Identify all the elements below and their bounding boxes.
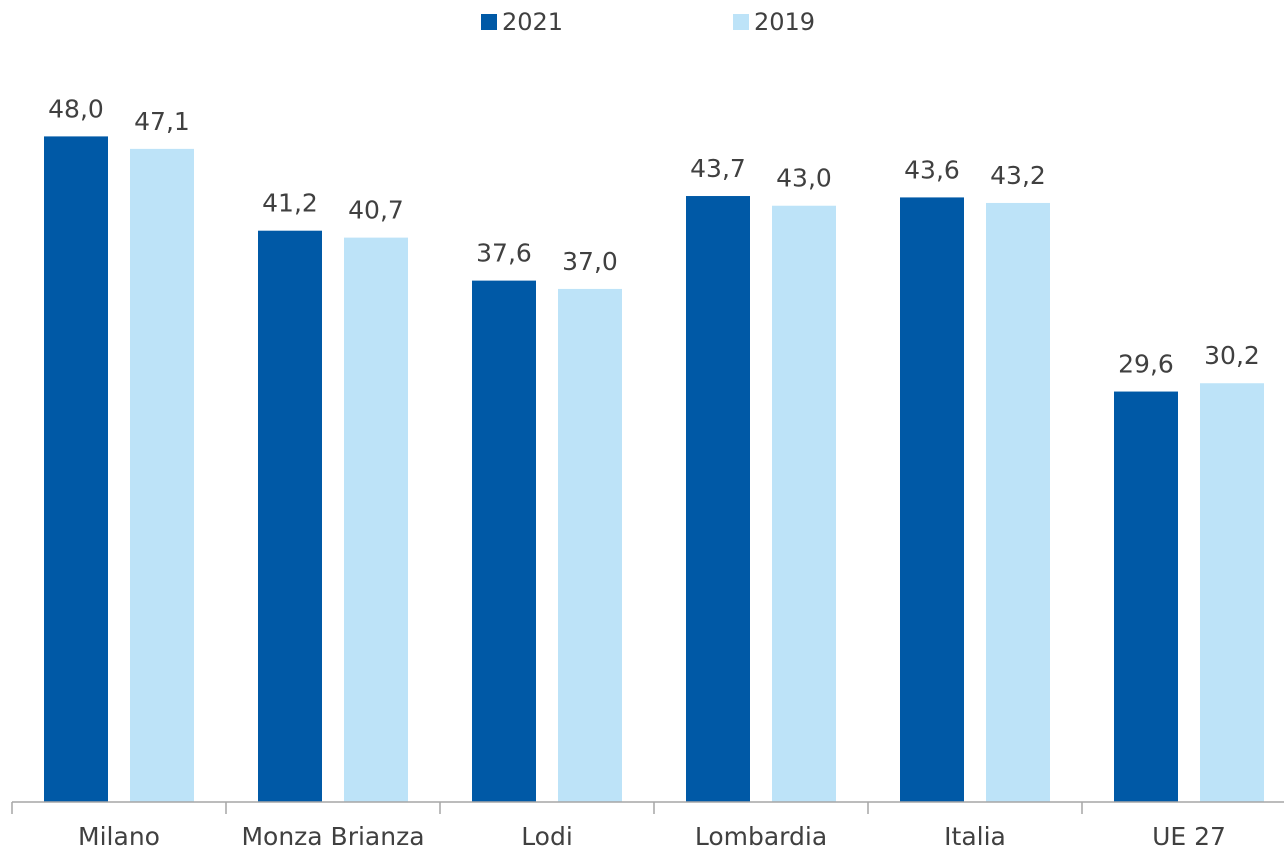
data-label: 43,2 [990,161,1046,190]
x-tick-label: UE 27 [1152,822,1226,851]
bar [344,237,408,803]
data-label: 30,2 [1204,341,1260,370]
bar [472,280,536,802]
data-label: 43,0 [776,164,832,193]
data-label: 43,7 [690,154,746,183]
bar [558,288,622,802]
bar [130,148,194,802]
bar [1114,391,1178,802]
data-label: 40,7 [348,196,404,225]
legend-swatch [733,14,749,30]
bar [900,197,964,802]
bar [44,136,108,802]
legend-swatch [481,14,497,30]
x-tick-label: Lombardia [695,822,827,851]
data-label: 43,6 [904,155,960,184]
bar [1200,383,1264,802]
x-tick-label: Italia [944,822,1006,851]
data-label: 37,6 [476,239,532,268]
bar [772,205,836,802]
bar [258,230,322,802]
data-label: 41,2 [262,189,318,218]
x-tick-label: Monza Brianza [241,822,424,851]
legend-label: 2021 [502,8,563,36]
data-label: 47,1 [134,107,190,136]
x-tick-label: Milano [78,822,160,851]
x-tick-label: Lodi [521,822,573,851]
legend-label: 2019 [754,8,815,36]
data-label: 37,0 [562,247,618,276]
data-label: 48,0 [48,94,104,123]
bar [986,202,1050,802]
bar [686,196,750,802]
data-label: 29,6 [1118,350,1174,379]
